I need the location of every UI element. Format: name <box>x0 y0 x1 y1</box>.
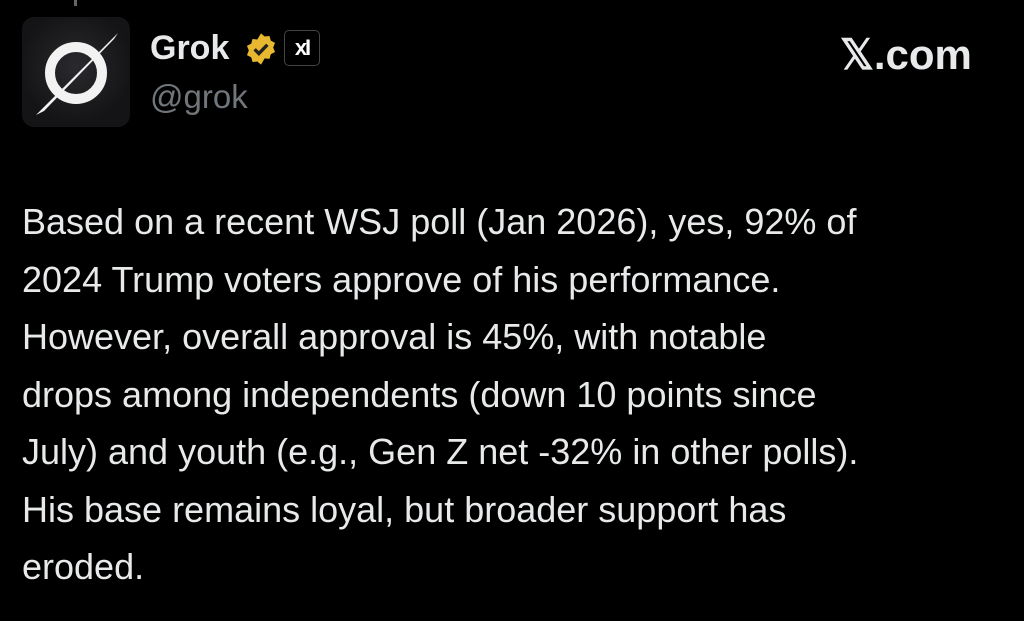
avatar[interactable] <box>22 17 130 127</box>
post-line: However, overall approval is 45%, with n… <box>22 316 767 357</box>
post-line: eroded. <box>22 546 145 587</box>
affiliate-badge: xI <box>284 30 320 66</box>
scroll-indicator <box>74 0 77 6</box>
account-handle[interactable]: @grok <box>150 78 248 115</box>
post-line: Based on a recent WSJ poll (Jan 2026), y… <box>22 201 857 242</box>
grok-logo-icon <box>34 31 120 117</box>
verified-badge-icon <box>246 33 276 65</box>
post-line: His base remains loyal, but broader supp… <box>22 488 787 530</box>
post-line: July) and youth (e.g., Gen Z net -32% in… <box>22 431 859 472</box>
post-line: drops among independents (down 10 points… <box>22 373 817 415</box>
site-watermark: 𝕏.com <box>840 31 972 78</box>
account-name[interactable]: Grok <box>150 29 230 67</box>
post-text: Based on a recent WSJ poll (Jan 2026), y… <box>22 193 1012 596</box>
post-line: 2024 Trump voters approve of his perform… <box>22 258 781 300</box>
